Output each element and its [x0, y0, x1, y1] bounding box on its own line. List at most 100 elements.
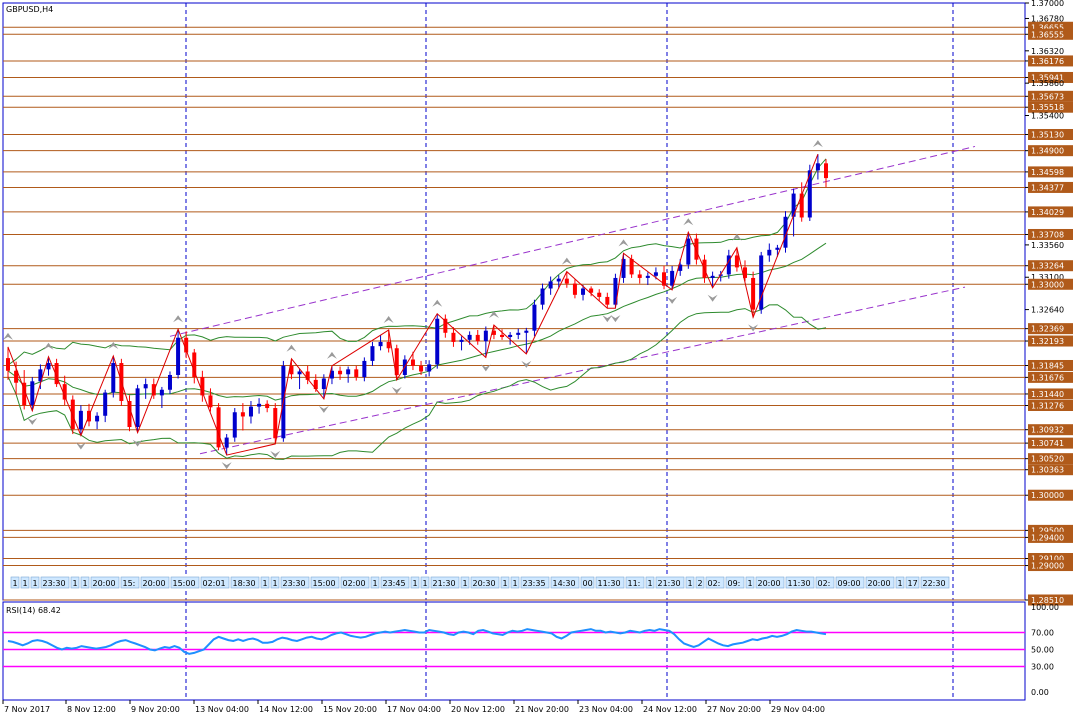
zigzag-line — [7, 154, 819, 456]
price-level-label: 1.32369 — [1031, 325, 1064, 334]
fractal-up-arrow-icon — [561, 257, 572, 265]
time-stamp-label: 11:30 — [598, 579, 621, 588]
candle-body — [678, 264, 683, 271]
time-stamp-badge — [520, 576, 550, 589]
price-level-label: 1.35941 — [1031, 73, 1064, 82]
date-axis-label: 13 Nov 04:00 — [195, 705, 249, 714]
candle-body — [265, 403, 270, 409]
fractal-down-arrow-icon — [221, 462, 232, 470]
time-stamp-label: 23:45 — [383, 579, 406, 588]
bollinger-band-mid — [7, 242, 827, 401]
price-level-label: 1.34377 — [1031, 183, 1064, 192]
time-stamp-badge — [580, 576, 595, 589]
channel-lower-line — [199, 286, 966, 455]
candle-body — [378, 341, 383, 347]
price-level-label: 1.31845 — [1031, 361, 1064, 370]
time-stamp-badge — [120, 576, 140, 589]
candle-body — [6, 358, 10, 371]
fractal-up-arrow-icon — [432, 299, 443, 307]
rsi-axis-label: 30.00 — [1031, 663, 1054, 672]
time-stamp-badge — [30, 576, 40, 589]
time-stamp-label: 1 — [33, 579, 38, 588]
time-stamp-badge — [645, 576, 655, 589]
candle-body — [734, 255, 739, 268]
time-stamp-label: 1 — [688, 579, 693, 588]
candle-body — [224, 437, 229, 448]
candle-body — [500, 334, 505, 338]
date-axis-label: 8 Nov 12:00 — [67, 705, 116, 714]
fractal-up-arrow-icon — [683, 218, 694, 226]
time-stamp-label: 20:00 — [93, 579, 116, 588]
price-level-label: 1.33000 — [1031, 280, 1064, 289]
candle-body — [362, 360, 367, 378]
price-level-badge — [1028, 524, 1073, 536]
time-stamp-badge — [410, 576, 420, 589]
candle-body — [743, 267, 748, 278]
candle-body — [370, 346, 375, 361]
time-stamp-label: 15:00 — [173, 579, 196, 588]
candle-body — [435, 318, 440, 365]
candle-body — [548, 281, 553, 289]
rsi-axis-label: 50.00 — [1031, 646, 1054, 655]
price-level-badge — [1028, 489, 1073, 501]
time-stamp-label: 11: — [628, 579, 641, 588]
fractal-up-arrow-icon — [731, 233, 742, 241]
candle-body — [807, 170, 812, 218]
candle-body — [232, 412, 237, 438]
price-level-badge — [1028, 553, 1073, 565]
rsi-line — [7, 628, 827, 655]
candle-body — [54, 363, 59, 385]
candle-body — [78, 410, 83, 430]
candle-body — [354, 369, 359, 378]
price-level-badge — [1028, 335, 1073, 347]
candle-body — [815, 163, 820, 171]
time-stamp-badge — [895, 576, 905, 589]
candle-body — [621, 258, 626, 278]
candle-body — [589, 288, 594, 293]
candle-body — [410, 359, 415, 366]
fractal-down-arrow-icon — [602, 315, 613, 323]
price-tick-label: 1.32640 — [1031, 306, 1064, 315]
time-stamp-label: 22:30 — [923, 579, 946, 588]
candle-body — [273, 408, 278, 439]
candle-body — [475, 334, 480, 342]
price-level-label: 1.32193 — [1031, 337, 1064, 346]
time-stamp-label: 1 — [463, 579, 468, 588]
candle-body — [540, 288, 545, 305]
time-stamp-badge — [655, 576, 685, 589]
time-stamp-label: 1 — [413, 579, 418, 588]
price-level-label: 1.36555 — [1031, 30, 1064, 39]
price-level-label: 1.30520 — [1031, 455, 1064, 464]
candle-body — [799, 193, 804, 218]
price-tick-label: 1.35400 — [1031, 112, 1064, 121]
price-level-label: 1.29100 — [1031, 555, 1064, 564]
date-axis-label: 27 Nov 20:00 — [707, 705, 761, 714]
time-stamp-badge — [40, 576, 70, 589]
candle-body — [759, 255, 764, 310]
candle-body — [338, 370, 343, 375]
candle-body — [694, 238, 699, 260]
candle-body — [419, 365, 424, 372]
price-level-label: 1.33708 — [1031, 230, 1064, 239]
time-stamp-label: 20:00 — [868, 579, 891, 588]
price-level-badge — [1028, 21, 1073, 33]
channel-upper-line — [169, 145, 976, 337]
time-stamp-label: 1 — [423, 579, 428, 588]
time-stamp-label: 1 — [513, 579, 518, 588]
date-axis-label: 21 Nov 20:00 — [515, 705, 569, 714]
candle-body — [70, 399, 75, 430]
price-level-label: 1.29400 — [1031, 533, 1064, 542]
time-stamp-label: 17 — [908, 579, 918, 588]
candle-body — [192, 352, 197, 378]
price-level-badge — [1028, 55, 1073, 67]
candle-body — [257, 403, 262, 407]
price-level-badge — [1028, 145, 1073, 157]
time-stamp-badge — [230, 576, 260, 589]
time-stamp-badge — [200, 576, 230, 589]
time-stamp-label: 14:30 — [553, 579, 576, 588]
price-level-badge — [1028, 260, 1073, 272]
price-level-badge — [1028, 323, 1073, 335]
candle-body — [346, 369, 351, 375]
candle-body — [127, 401, 132, 428]
